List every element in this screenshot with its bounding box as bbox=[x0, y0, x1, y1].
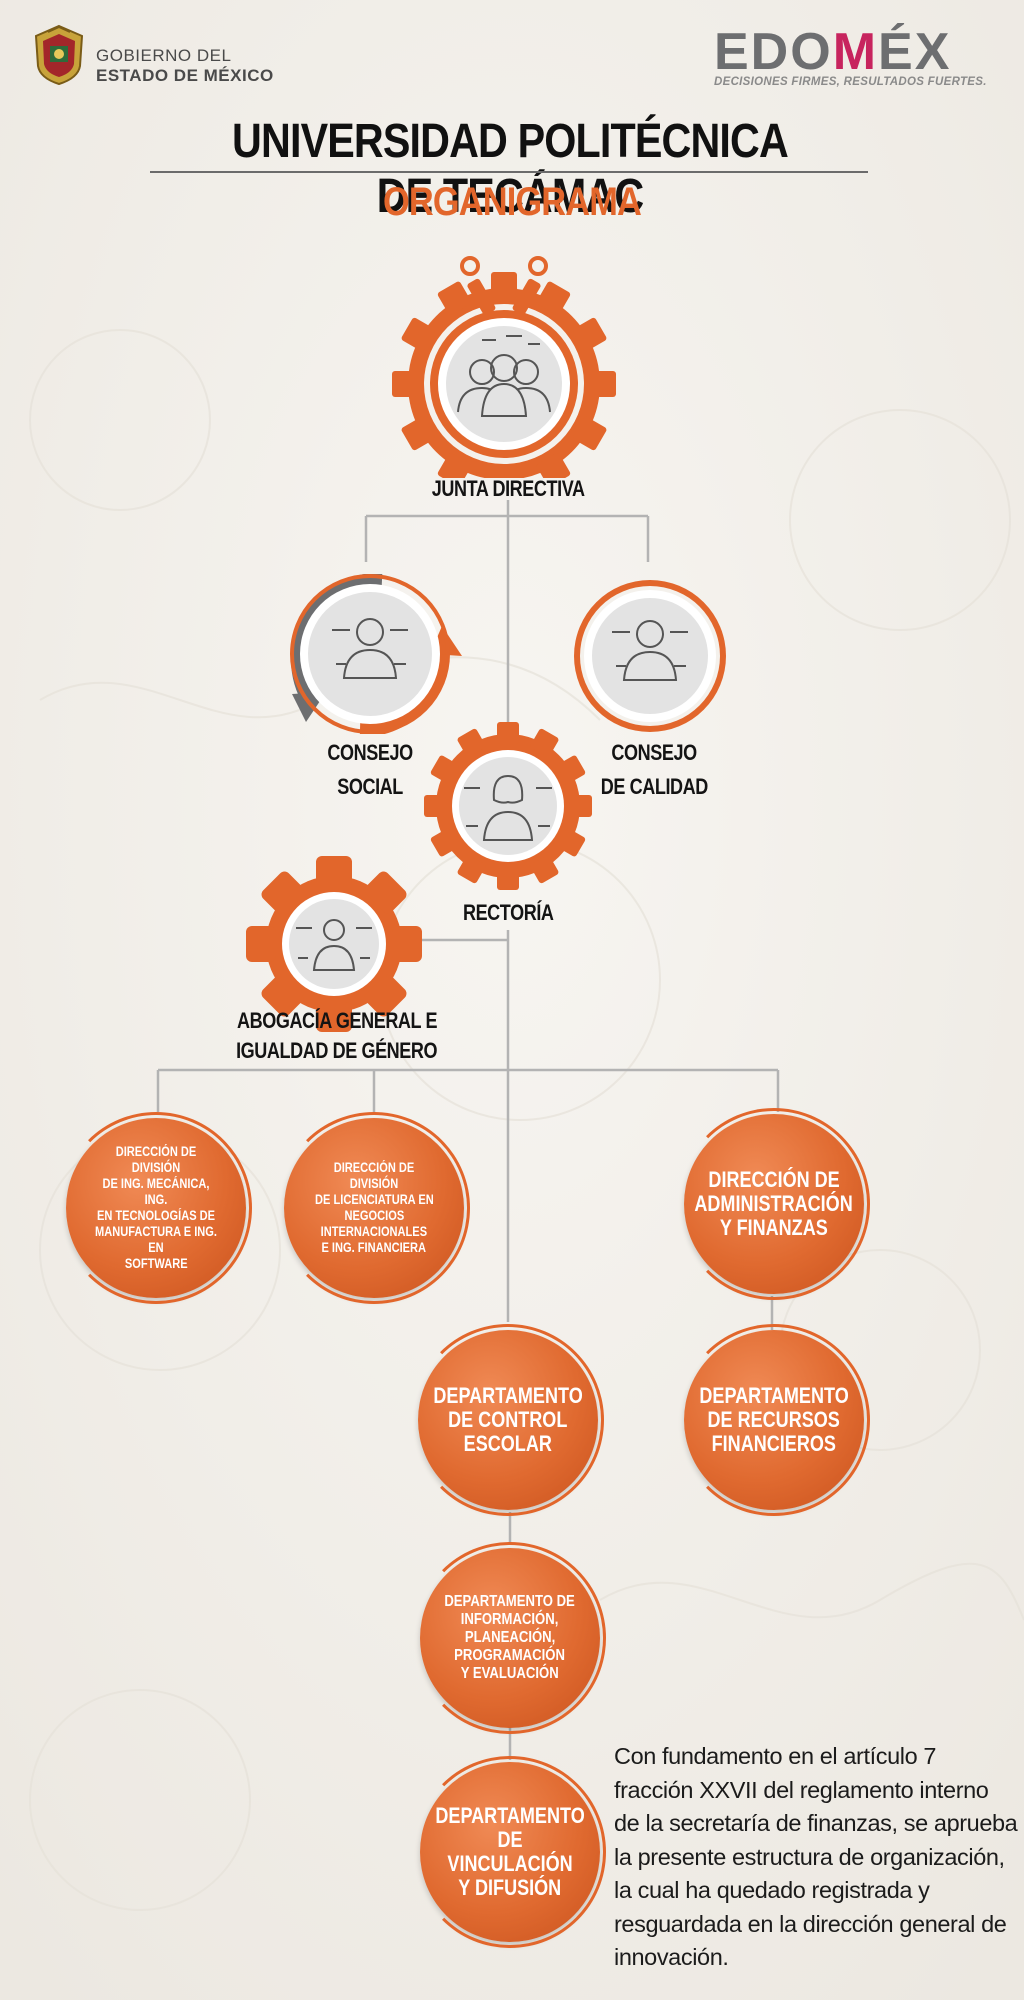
brand-edo: EDO bbox=[714, 23, 833, 81]
direccion-licenciatura-node: DIRECCIÓN DE DIVISIÓN DE LICENCIATURA EN… bbox=[278, 1112, 470, 1304]
brand-tagline: DECISIONES FIRMES, RESULTADOS FUERTES. bbox=[714, 76, 987, 88]
brand-ex: ÉX bbox=[878, 23, 952, 81]
rectoria-label: RECTORÍA bbox=[462, 900, 554, 925]
rectoria-gear bbox=[424, 722, 592, 890]
gobierno-logo: GOBIERNO DEL ESTADO DE MÉXICO bbox=[30, 24, 330, 94]
abogacia-gear bbox=[246, 856, 422, 1032]
gov-line1: GOBIERNO DEL bbox=[96, 46, 232, 65]
direccion-mecanica-node: DIRECCIÓN DE DIVISIÓN DE ING. MECÁNICA, … bbox=[60, 1112, 252, 1304]
legal-note: Con fundamento en el artículo 7 fracción… bbox=[614, 1743, 1018, 1970]
edomex-wordmark: EDOMÉX bbox=[714, 22, 951, 82]
direccion-administracion-node: DIRECCIÓN DE ADMINISTRACIÓN Y FINANZAS bbox=[678, 1108, 870, 1300]
consejo-calidad-node bbox=[574, 580, 726, 732]
gov-line2: ESTADO DE MÉXICO bbox=[96, 66, 274, 85]
depto-informacion-node: DEPARTAMENTO DE INFORMACIÓN, PLANEACIÓN,… bbox=[414, 1542, 606, 1734]
page-title: UNIVERSIDAD POLITÉCNICA DE TECÁMAC bbox=[232, 115, 789, 223]
junta-directiva-gear bbox=[392, 256, 616, 478]
page-subtitle: ORGANIGRAMA bbox=[382, 180, 642, 224]
depto-vinculacion-node: DEPARTAMENTO DE VINCULACIÓN Y DIFUSIÓN bbox=[414, 1756, 606, 1948]
consejo-social-node bbox=[290, 574, 462, 734]
depto-recursos-financieros-node: DEPARTAMENTO DE RECURSOS FINANCIEROS bbox=[678, 1324, 870, 1516]
depto-control-escolar-node: DEPARTAMENTO DE CONTROL ESCOLAR bbox=[412, 1324, 604, 1516]
edomex-logo: EDOMÉX DECISIONES FIRMES, RESULTADOS FUE… bbox=[706, 22, 1006, 92]
state-seal-icon bbox=[34, 24, 84, 86]
person-icon bbox=[332, 618, 408, 679]
abogacia-label: ABOGACÍA GENERAL E IGUALDAD DE GÉNERO bbox=[236, 1008, 438, 1063]
brand-m: M bbox=[832, 23, 879, 81]
title-divider bbox=[150, 171, 868, 173]
consejo-calidad-label: CONSEJO DE CALIDAD bbox=[600, 740, 708, 799]
junta-directiva-label: JUNTA DIRECTIVA bbox=[431, 476, 585, 501]
consejo-social-label: CONSEJO SOCIAL bbox=[327, 740, 413, 799]
